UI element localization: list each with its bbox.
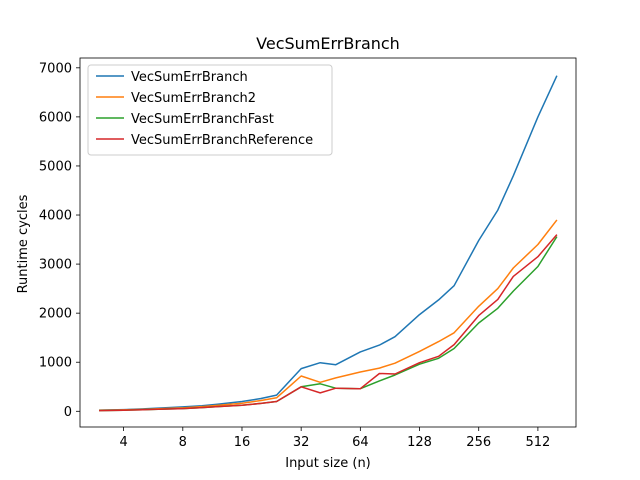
y-tick-label: 3000 (39, 258, 72, 273)
x-tick-label: 4 (119, 435, 127, 450)
series-line-4 (99, 234, 558, 412)
legend-label: VecSumErrBranch (131, 70, 248, 85)
x-tick-label: 128 (407, 435, 432, 450)
legend-label: VecSumErrBranchReference (131, 133, 313, 148)
legend-box (87, 64, 333, 156)
y-tick-label: 4000 (39, 209, 72, 224)
x-axis-label: Input size (n) (285, 456, 371, 471)
y-tick-label: 1000 (39, 356, 72, 371)
y-tick-label: 2000 (39, 307, 72, 322)
x-tick-label: 32 (293, 435, 310, 450)
x-tick-label: 16 (234, 435, 251, 450)
x-tick-label: 512 (525, 435, 550, 450)
x-tick-label: 64 (352, 435, 369, 450)
x-tick-label: 256 (466, 435, 491, 450)
chart-title: VecSumErrBranch (256, 34, 400, 53)
y-tick-label: 6000 (39, 110, 72, 125)
legend-label: VecSumErrBranchFast (131, 112, 274, 127)
y-tick-label: 0 (64, 405, 72, 420)
y-tick-label: 7000 (39, 61, 72, 76)
x-tick-label: 8 (179, 435, 187, 450)
plot-area: 4 8 16 32 64 128 256 512 0 1000 2000 3000 4000 5000 60… (39, 57, 577, 450)
y-tick-label: 5000 (39, 159, 72, 174)
axes-frame (79, 57, 577, 428)
series-line-1 (99, 75, 558, 411)
y-axis-label: Runtime cycles (16, 194, 31, 293)
legend: VecSumErrBranch VecSumErrBranch2 VecSumErr… (87, 64, 333, 156)
legend-label: VecSumErrBranch2 (131, 91, 256, 106)
